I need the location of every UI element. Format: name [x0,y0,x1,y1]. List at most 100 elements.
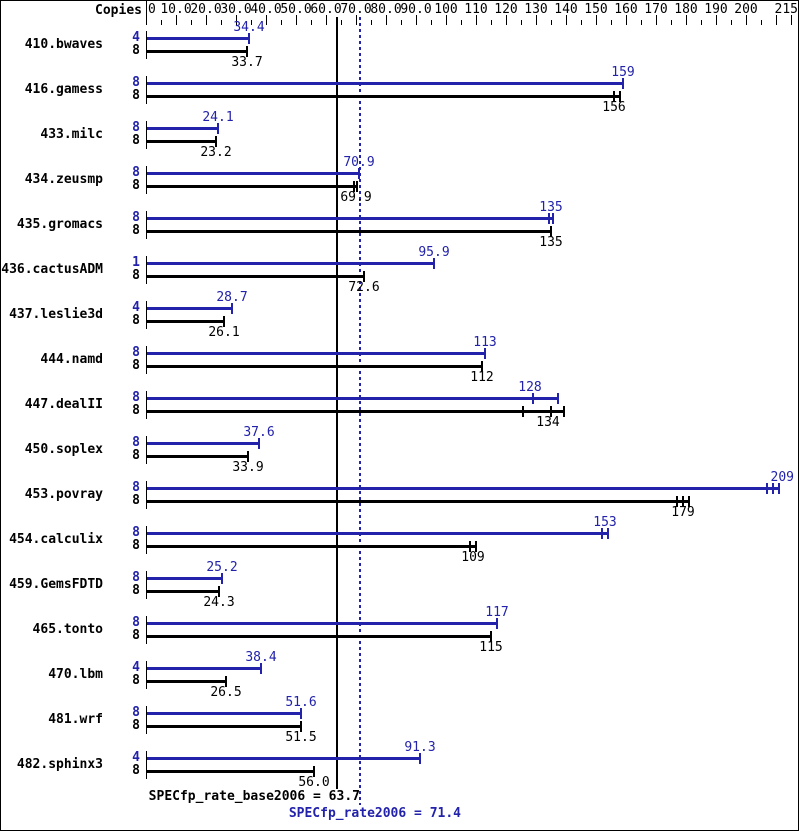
axis-major-tick [446,15,447,25]
peak-bar [147,262,434,265]
peak-run-tick [772,483,774,494]
copies-label-base: 8 [132,583,140,598]
axis-tick-label: 10.0 [160,2,192,17]
peak-value-label: 70.9 [343,155,375,170]
base-value-label: 115 [479,640,503,655]
axis-minor-tick [761,20,762,25]
axis-minor-tick [701,20,702,25]
base-run-tick [223,316,225,327]
copies-label-base: 8 [132,43,140,58]
pair-axis-segment [146,391,147,419]
base-value-label: 24.3 [203,595,235,610]
copies-label-base: 8 [132,718,140,733]
axis-tick-label: 0 [148,2,156,17]
pair-axis-segment [146,256,147,284]
copies-label-base: 8 [132,268,140,283]
peak-run-tick [217,123,219,134]
peak-bar [147,712,301,715]
base-value-label: 33.9 [232,460,264,475]
axis-minor-tick [521,20,522,25]
peak-bar [147,532,608,535]
base-value-label: 69.9 [340,190,372,205]
axis-major-tick [356,15,357,25]
base-mean-label: SPECfp_rate_base2006 = 63.7 [148,789,360,804]
axis-minor-tick [251,20,252,25]
benchmark-label: 444.namd [40,351,103,367]
copies-label-peak: 8 [132,345,140,360]
axis-major-tick [536,15,537,25]
base-run-tick [682,496,684,507]
pair-axis-segment [146,616,147,644]
axis-minor-tick [341,20,342,25]
base-run-tick [300,721,302,732]
copies-label-peak: 8 [132,165,140,180]
benchmark-label: 410.bwaves [24,36,103,52]
copies-label-peak: 4 [132,30,140,45]
pair-axis-segment [146,751,147,779]
peak-bar [147,442,259,445]
reference-line-base [336,17,338,789]
base-run-tick [225,676,227,687]
pair-axis-segment [146,571,147,599]
base-value-label: 33.7 [231,55,263,70]
axis-tick-label: 200 [734,2,758,17]
copies-label-base: 8 [132,538,140,553]
peak-run-tick [496,618,498,629]
peak-run-tick [622,78,624,89]
base-bar [147,635,491,638]
peak-run-tick [532,393,534,404]
base-bar [147,365,482,368]
axis-minor-tick [191,20,192,25]
axis-major-tick [791,15,792,25]
peak-run-tick [552,213,554,224]
axis-tick-label: 100 [434,2,458,17]
peak-run-tick [607,528,609,539]
benchmark-label: 437.leslie3d [9,306,103,322]
axis-major-tick [596,15,597,25]
benchmark-label: 470.lbm [48,666,103,682]
copies-label-peak: 4 [132,300,140,315]
base-bar [147,275,364,278]
benchmark-label: 482.sphinx3 [16,756,103,772]
benchmark-label: 453.povray [24,486,103,502]
base-run-tick [481,361,483,372]
axis-minor-tick [671,20,672,25]
base-bar [147,680,226,683]
copies-label-base: 8 [132,628,140,643]
base-run-tick [613,91,615,102]
base-value-label: 179 [671,505,695,520]
axis-minor-tick [311,20,312,25]
copies-label-peak: 8 [132,615,140,630]
axis-major-tick [236,15,237,25]
axis-minor-tick [221,20,222,25]
peak-bar [147,217,553,220]
base-bar [147,725,301,728]
axis-major-tick [716,15,717,25]
base-value-label: 135 [539,235,563,250]
base-bar [147,320,224,323]
peak-run-tick [358,168,360,179]
benchmark-label: 450.soplex [24,441,103,457]
peak-run-tick [778,483,780,494]
axis-major-tick [476,15,477,25]
copies-label-base: 8 [132,223,140,238]
pair-axis-segment [146,301,147,329]
axis-tick-label: 80.0 [370,2,402,17]
base-bar [147,590,219,593]
copies-label-peak: 8 [132,75,140,90]
axis-tick-label: 215 [774,2,798,17]
base-run-tick [550,226,552,237]
peak-value-label: 25.2 [206,560,238,575]
pair-axis-segment [146,76,147,104]
base-run-tick [676,496,678,507]
axis-major-tick [386,15,387,25]
peak-bar [147,37,249,40]
copies-label-base: 8 [132,133,140,148]
benchmark-label: 435.gromacs [16,216,103,232]
base-run-tick [619,91,621,102]
base-bar [147,455,248,458]
base-value-label: 56.0 [298,775,330,790]
peak-bar [147,352,485,355]
peak-bar [147,577,222,580]
